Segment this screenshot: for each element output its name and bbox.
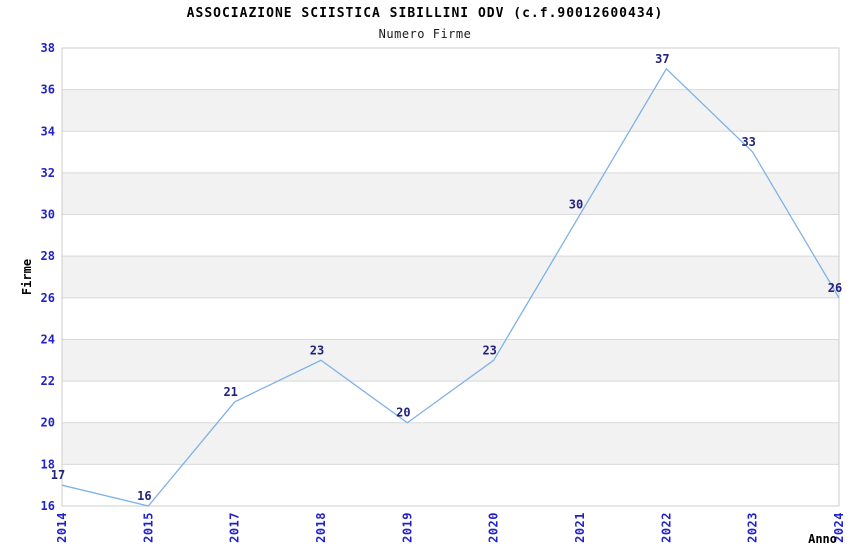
- y-axis-title: Firme: [20, 259, 34, 295]
- y-tick-label: 34: [41, 124, 55, 138]
- y-tick-label: 22: [41, 374, 55, 388]
- x-tick-label: 2022: [659, 512, 673, 543]
- grid-band: [62, 172, 839, 215]
- data-label: 37: [655, 52, 669, 66]
- y-tick-label: 28: [41, 249, 55, 263]
- y-tick-label: 36: [41, 83, 55, 97]
- y-tick-label: 24: [41, 332, 55, 346]
- y-tick-label: 32: [41, 166, 55, 180]
- grid-band: [62, 381, 839, 423]
- data-label: 17: [51, 468, 65, 482]
- y-tick-label: 18: [41, 457, 55, 471]
- x-tick-label: 2023: [746, 512, 760, 543]
- grid-band: [62, 422, 839, 465]
- data-label: 23: [482, 343, 496, 357]
- y-tick-label: 16: [41, 499, 55, 513]
- data-label: 33: [741, 135, 755, 149]
- data-line: [61, 67, 840, 507]
- x-tick-label: 2024: [832, 512, 846, 543]
- data-label: 21: [223, 385, 237, 399]
- y-tick-label: 20: [41, 416, 55, 430]
- grid-band: [62, 131, 839, 173]
- x-tick-label: 2018: [314, 512, 328, 543]
- data-label: 23: [310, 343, 324, 357]
- data-label: 30: [569, 198, 583, 212]
- y-tick-label: 30: [41, 208, 55, 222]
- x-axis-title: Anno: [808, 532, 837, 546]
- x-tick-label: 2019: [400, 512, 414, 543]
- x-tick-label: 2015: [141, 512, 155, 543]
- data-label: 20: [396, 406, 410, 420]
- y-tick-label: 38: [41, 41, 55, 55]
- data-label: 26: [828, 281, 842, 295]
- x-tick-label: 2014: [55, 512, 69, 543]
- grid-band: [62, 339, 839, 382]
- grid-band: [62, 214, 839, 257]
- chart-subtitle: Numero Firme: [378, 27, 472, 41]
- chart-title: ASSOCIAZIONE SCIISTICA SIBILLINI ODV (c.…: [186, 6, 664, 21]
- grid-band: [62, 464, 839, 506]
- grid-band: [62, 256, 839, 298]
- x-tick-label: 2020: [487, 512, 501, 543]
- x-tick-label: 2017: [228, 512, 242, 543]
- data-label: 16: [137, 489, 151, 503]
- y-tick-label: 26: [41, 291, 55, 305]
- grid-band: [62, 48, 839, 90]
- x-tick-label: 2021: [573, 512, 587, 543]
- grid-band: [62, 89, 839, 132]
- grid-band: [62, 297, 839, 340]
- plot-border: [61, 47, 840, 507]
